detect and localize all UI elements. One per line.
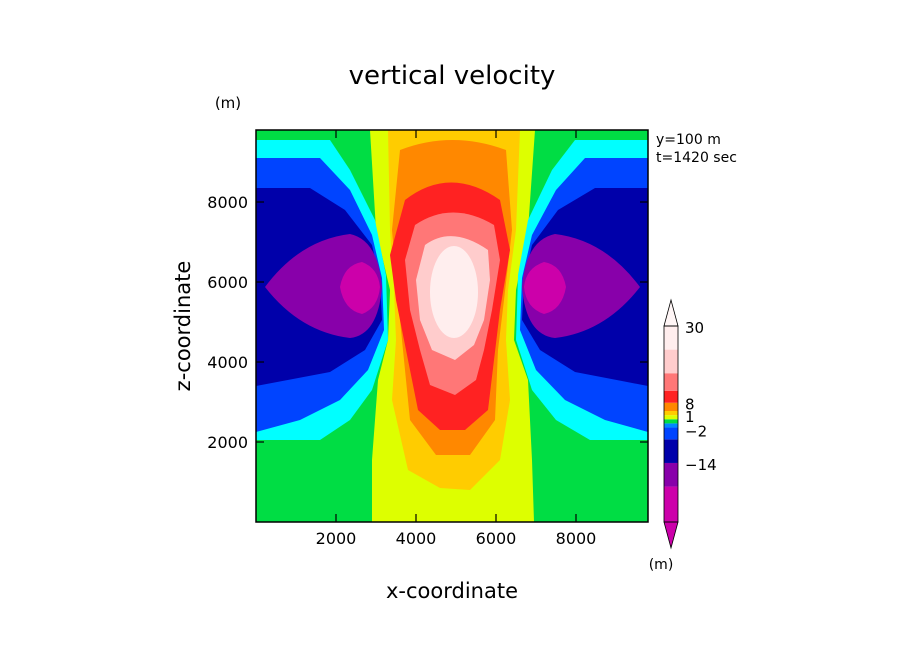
colorbar-swatch bbox=[664, 415, 678, 420]
colorbar-swatch bbox=[664, 462, 678, 487]
y-tick-label: 8000 bbox=[207, 193, 248, 212]
colorbar-swatch bbox=[664, 439, 678, 463]
x-tick-label: 2000 bbox=[316, 529, 357, 548]
colorbar-tick-label: 1 bbox=[685, 408, 695, 426]
y-tick-label: 2000 bbox=[207, 433, 248, 452]
colorbar-swatch bbox=[664, 411, 678, 416]
colorbar-min-cap bbox=[663, 521, 679, 550]
colorbar-tick-label: 30 bbox=[685, 319, 704, 337]
chart-title: vertical velocity bbox=[349, 61, 556, 91]
y-axis-label: z-coordinate bbox=[171, 261, 195, 392]
contour-left-magenta bbox=[340, 262, 380, 314]
contour-right-purple bbox=[522, 234, 640, 338]
colorbar-swatch bbox=[664, 486, 678, 522]
colorbar-swatch bbox=[664, 326, 678, 350]
contour-core bbox=[430, 246, 478, 338]
plot-area bbox=[256, 130, 648, 522]
colorbar-unit-label: (m) bbox=[649, 557, 674, 573]
y-axis: 2000 4000 6000 8000 bbox=[207, 193, 648, 452]
colorbar-tick-label: 8 bbox=[685, 396, 695, 414]
colorbar-max-cap bbox=[663, 298, 679, 327]
colorbar-swatch bbox=[664, 390, 678, 403]
colorbar-frame bbox=[663, 325, 679, 523]
colorbar-tick-label: −2 bbox=[685, 422, 707, 440]
plot-frame bbox=[255, 129, 649, 523]
colorbar-swatch bbox=[664, 423, 678, 428]
x-tick-label: 8000 bbox=[556, 529, 597, 548]
colorbar-swatch bbox=[664, 419, 678, 424]
x-axis: 2000 4000 6000 8000 bbox=[316, 130, 597, 548]
axis-unit-label: (m) bbox=[215, 94, 241, 112]
y-tick-label: 4000 bbox=[207, 353, 248, 372]
colorbar-swatch bbox=[664, 349, 678, 374]
colorbar: 30 81−2 −14 bbox=[663, 298, 717, 550]
x-axis-label: x-coordinate bbox=[386, 579, 518, 603]
x-tick-label: 4000 bbox=[396, 529, 437, 548]
colorbar-swatch bbox=[664, 427, 678, 440]
contour-left-purple bbox=[265, 234, 382, 338]
colorbar-swatch bbox=[664, 402, 678, 412]
colorbar-tick-label: −14 bbox=[685, 456, 717, 474]
colorbar-swatch bbox=[664, 373, 678, 391]
annotation-y: y=100 m bbox=[656, 132, 721, 148]
contour-right-magenta bbox=[524, 262, 566, 314]
x-tick-label: 6000 bbox=[476, 529, 517, 548]
annotations: y=100 m t=1420 sec bbox=[656, 132, 737, 166]
y-tick-label: 6000 bbox=[207, 273, 248, 292]
annotation-t: t=1420 sec bbox=[656, 150, 737, 166]
